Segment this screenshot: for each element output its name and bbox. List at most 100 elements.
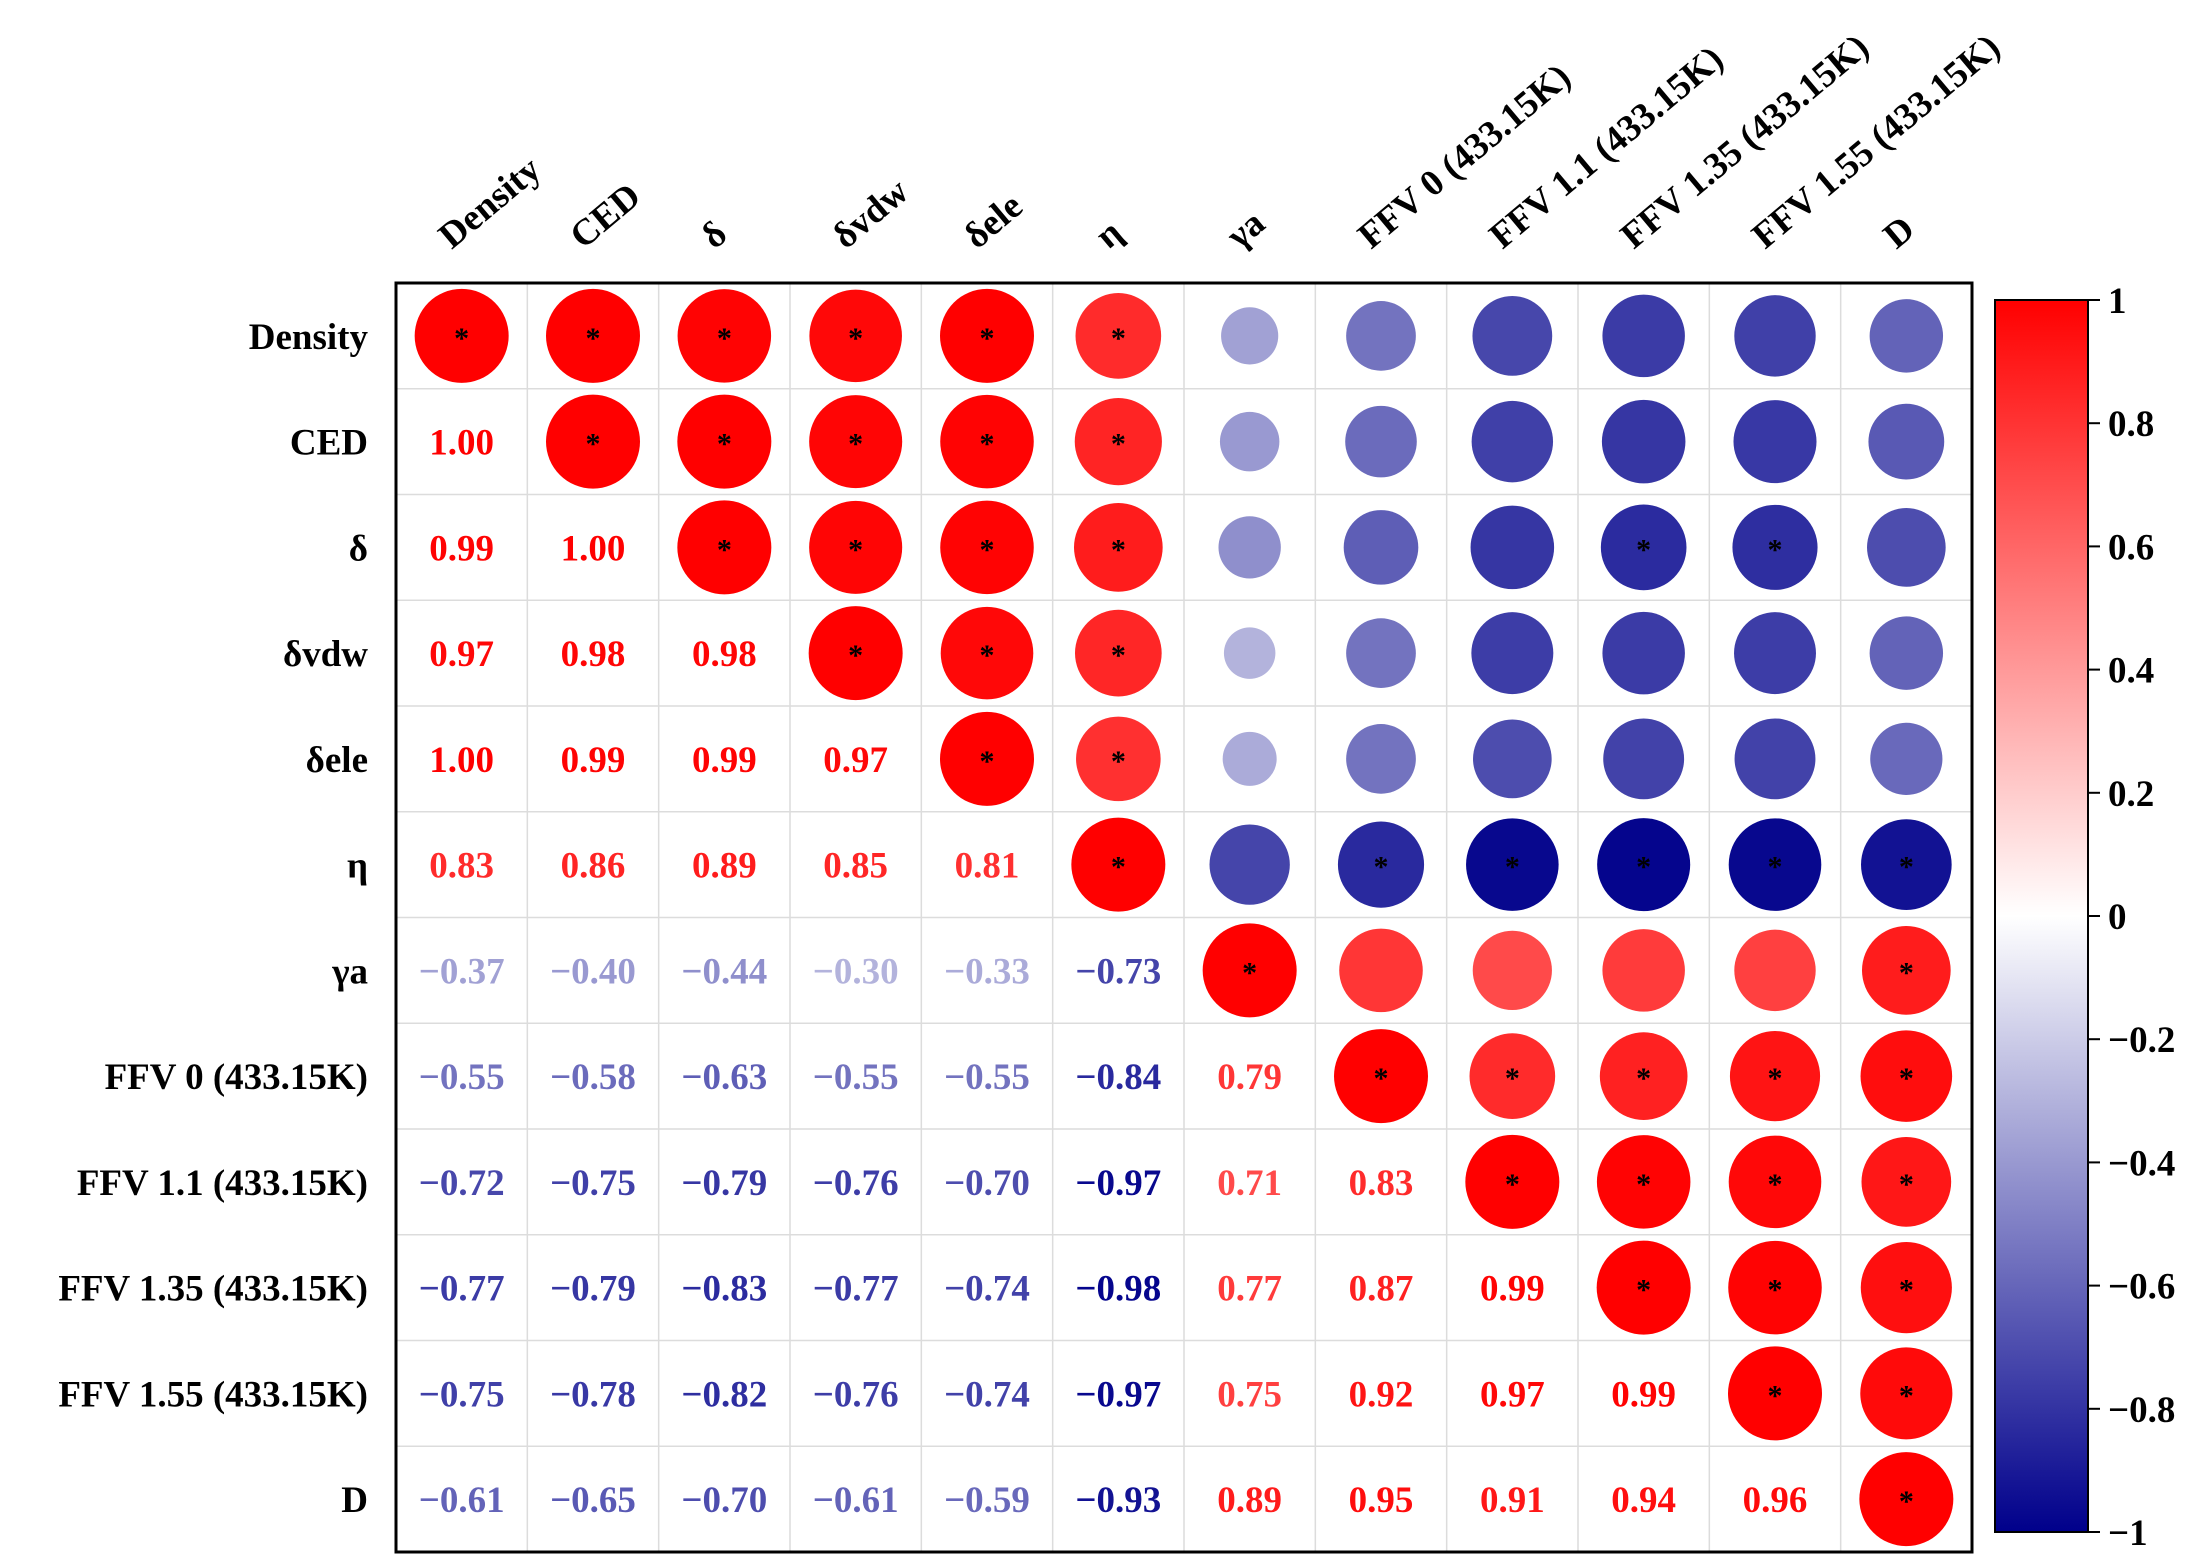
correlation-circle	[1076, 716, 1161, 802]
coefficient-label: −0.79	[681, 1163, 767, 1204]
correlation-circle	[1075, 293, 1162, 379]
matrix-border	[394, 281, 1974, 1554]
correlation-circle	[1465, 1134, 1560, 1229]
correlation-circle	[1075, 609, 1162, 697]
correlation-circle	[809, 289, 902, 383]
correlation-circle	[1603, 718, 1685, 800]
significance-star: *	[1768, 851, 1783, 884]
row-label: δele	[306, 740, 368, 781]
correlation-circle	[1859, 1452, 1954, 1547]
coefficient-label: 0.99	[1611, 1374, 1676, 1415]
correlation-circle	[1218, 516, 1281, 579]
coefficient-label: 0.87	[1349, 1269, 1414, 1310]
column-label: FFV 0 (433.15K)	[1350, 56, 1578, 257]
correlation-circle	[1728, 1135, 1822, 1229]
significance-star: *	[1111, 322, 1126, 355]
coefficient-label: 0.97	[429, 634, 494, 675]
row-label: δvdw	[283, 634, 368, 675]
colorbar: 1 0.8 0.6 0.4 0.2 0 −0.2 −0.4 −0.6 −0.8 −1	[1994, 281, 2175, 1554]
matrix-cells: * * * * * * 1.00 * * * * * 0.99 1.00 * * * * * * 0.97 0.98 0.9…	[414, 288, 1954, 1547]
correlation-circle	[1596, 1240, 1691, 1335]
coefficient-label: −0.55	[419, 1057, 505, 1098]
correlation-circle	[809, 500, 903, 594]
correlation-circle	[1734, 929, 1816, 1012]
grid-lines	[396, 283, 1972, 1552]
significance-star: *	[1505, 1168, 1520, 1201]
coefficient-label: 0.75	[1217, 1374, 1282, 1415]
correlation-circle	[1602, 294, 1685, 378]
correlation-circle	[1860, 1030, 1953, 1122]
correlation-circle	[1219, 411, 1280, 472]
significance-star: *	[1636, 1168, 1651, 1201]
coefficient-label: −0.79	[550, 1269, 636, 1310]
coefficient-label: 0.98	[561, 634, 626, 675]
significance-star: *	[848, 322, 863, 355]
coefficient-label: −0.58	[550, 1057, 636, 1098]
correlation-circle	[1073, 503, 1163, 592]
column-label: FFV 1.1 (433.15K)	[1482, 38, 1731, 257]
correlation-circle	[1597, 818, 1691, 912]
coefficient-label: 0.81	[955, 846, 1020, 887]
correlation-circle	[1860, 1347, 1953, 1440]
correlation-circle	[1601, 399, 1686, 484]
significance-star: *	[586, 322, 601, 355]
correlation-circle	[1473, 719, 1552, 799]
coefficient-label: 0.83	[1349, 1163, 1414, 1204]
coefficient-label: −0.61	[813, 1480, 899, 1521]
column-label: D	[1876, 208, 1923, 257]
correlation-circle	[940, 288, 1034, 383]
coefficient-label: −0.73	[1075, 951, 1161, 992]
coefficient-label: −0.76	[813, 1374, 899, 1415]
row-label: η	[347, 846, 368, 887]
coefficient-label: −0.65	[550, 1480, 636, 1521]
correlation-circle	[546, 288, 640, 383]
correlation-circle	[1343, 510, 1419, 585]
coefficient-label: −0.33	[944, 951, 1030, 992]
coefficient-label: 0.91	[1480, 1480, 1545, 1521]
correlation-circle	[1346, 301, 1416, 371]
significance-star: *	[980, 533, 995, 566]
significance-star: *	[980, 322, 995, 355]
row-label: Density	[249, 317, 369, 358]
correlation-circle	[414, 288, 509, 383]
significance-star: *	[1242, 956, 1257, 989]
column-labels: Density CED δ δvdw δele η γa FFV 0 (433.15K)FFV…	[431, 26, 2008, 257]
correlation-circle	[1346, 618, 1416, 688]
correlation-circle	[1599, 1032, 1688, 1120]
significance-star: *	[848, 428, 863, 461]
coefficient-label: 0.95	[1349, 1480, 1414, 1521]
correlation-circle	[1337, 821, 1425, 908]
coefficient-label: −0.44	[681, 951, 767, 992]
significance-star: *	[980, 428, 995, 461]
correlation-circle	[1472, 930, 1552, 1010]
significance-star: *	[1505, 1062, 1520, 1095]
coefficient-label: 0.94	[1611, 1480, 1676, 1521]
column-label: Density	[431, 149, 549, 257]
colorbar-ticks: 1 0.8 0.6 0.4 0.2 0 −0.2 −0.4 −0.6 −0.8 −1	[2088, 281, 2175, 1554]
significance-star: *	[1899, 956, 1914, 989]
column-label: FFV 1.35 (433.15K)	[1613, 26, 1877, 256]
coefficient-label: −0.55	[944, 1057, 1030, 1098]
correlation-circle	[1346, 724, 1416, 794]
coefficient-label: 0.98	[692, 634, 757, 675]
correlation-circle	[1869, 299, 1944, 373]
significance-star: *	[454, 322, 469, 355]
colorbar-tick-label: 0	[2108, 897, 2127, 938]
correlation-circle	[1472, 295, 1553, 376]
correlation-circle	[1339, 928, 1423, 1013]
correlation-circle	[1870, 722, 1943, 795]
coefficient-label: 1.00	[429, 423, 494, 464]
coefficient-label: 0.97	[823, 740, 888, 781]
coefficient-label: −0.63	[681, 1057, 767, 1098]
correlation-circle	[1867, 508, 1946, 587]
correlation-circle	[1861, 1137, 1952, 1227]
coefficient-label: 0.99	[1480, 1269, 1545, 1310]
significance-star: *	[1768, 1168, 1783, 1201]
correlation-circle	[1602, 611, 1685, 695]
row-label: δ	[349, 528, 368, 569]
significance-star: *	[1636, 851, 1651, 884]
coefficient-label: 0.99	[692, 740, 757, 781]
row-labels: Density CED δ δvdw δele η γa FFV 0 (433.15K) FFV…	[58, 317, 368, 1521]
correlation-circle	[677, 394, 772, 489]
